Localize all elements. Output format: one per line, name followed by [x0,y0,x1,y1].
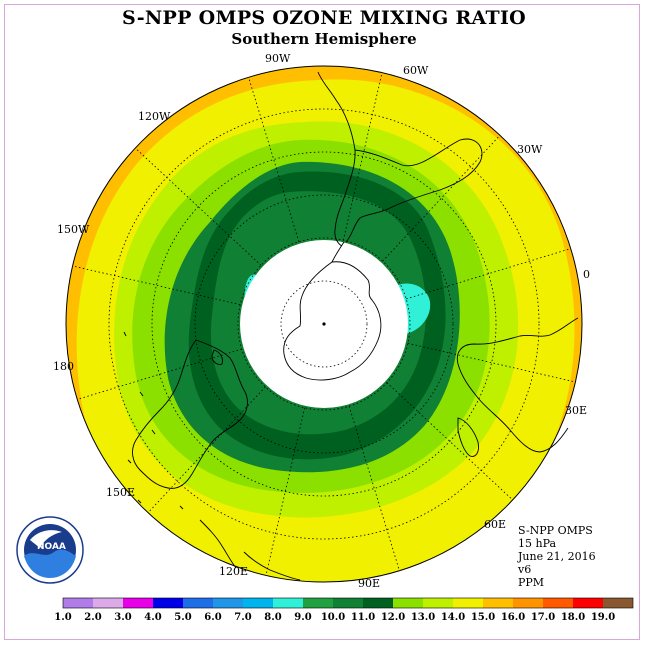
lon-label-90w: 90W [265,52,291,65]
lon-label-150e: 150E [106,486,136,499]
colorbar-tick-label: 6.0 [204,612,221,623]
colorbar-swatch [333,598,363,608]
colorbar-tick-label: 8.0 [264,612,281,623]
colorbar-swatch [543,598,573,608]
colorbar-swatch [63,598,93,608]
meridian-90w [248,77,300,242]
meridian-150e [147,386,266,513]
meridian-30w [382,135,501,262]
colorbar-tick-label: 14.0 [441,612,465,623]
colorbar-swatch [423,598,453,608]
tasmania-coast [211,349,223,365]
lon-label-60e: 60E [484,518,507,531]
noaa-logo [16,516,84,584]
meridian-180 [77,348,242,400]
lon-label-120e: 120E [219,565,249,578]
colorbar-tick-label: 16.0 [501,612,525,623]
map-title: S-NPP OMPS OZONE MIXING RATIO [121,7,527,29]
map-subtitle: Southern Hemisphere [231,30,417,48]
meridian-0 [406,248,571,300]
lon-label-30e: 30E [565,404,588,417]
colorbar-tick-label: 2.0 [84,612,101,623]
colorbar-outline [62,597,634,609]
latitude-circle-4 [151,151,497,497]
colorbar-tick-label: 5.0 [174,612,191,623]
meridian-30e [407,342,576,383]
lon-label-60w: 60W [403,64,429,77]
noaa-logo-text: NOAA [37,542,66,552]
colorbar-swatch [213,598,243,608]
colorbar-swatch [93,598,123,608]
lon-label-90e: 90E [358,577,381,590]
colorbar-swatch [573,598,603,608]
madagascar-coast [457,417,479,457]
meridian-90e [348,406,400,571]
colorbar-tick-label: 9.0 [294,612,311,623]
colorbar-tick-label: 15.0 [471,612,495,623]
info-product: S-NPP OMPS [518,524,593,537]
graticule [72,72,576,576]
figure-frame [4,4,640,640]
lon-label-0: 0 [583,268,590,281]
colorbar-swatch [483,598,513,608]
antarctica-coast [283,261,382,381]
antarctic-peninsula [331,241,345,263]
colorbar-swatch [183,598,213,608]
pole-dot [322,322,326,326]
meridian-120e [265,407,306,576]
colorbar-tick-label: 19.0 [591,612,615,623]
colorbar-swatch [123,598,153,608]
meridian-60e [386,382,513,501]
new-zealand-coast [199,519,301,581]
colorbar-tick-label: 17.0 [531,612,555,623]
meridian-150w [72,265,241,306]
colorbar-swatch [273,598,303,608]
colorbar-tick-label: 10.0 [321,612,345,623]
south-america-coast [317,71,483,247]
colorbar-tick-label: 1.0 [54,612,71,623]
colorbar-swatch [363,598,393,608]
coastlines [123,71,579,581]
colorbar-tick-label: 4.0 [144,612,161,623]
colorbar-swatch [453,598,483,608]
colorbar-tick-label: 13.0 [411,612,435,623]
colorbar-swatch [603,598,633,608]
lon-label-150w: 150W [57,223,90,236]
colorbar-swatch [243,598,273,608]
colorbar-swatch [513,598,543,608]
latitude-circle-2 [237,237,411,411]
meridian-120w [135,147,262,266]
colorbar-tick-label: 12.0 [381,612,405,623]
info-date: June 21, 2016 [518,550,596,563]
lon-label-120w: 120W [138,110,171,123]
latitude-circle-3 [194,194,454,454]
meridians [72,72,576,576]
meridian-60w [342,72,383,241]
colorbar-swatch [153,598,183,608]
colorbar: 1.0 2.0 3.0 4.0 5.0 6.0 7.0 8.0 9.0 10.0 11.0 12.0 1… [54,597,634,623]
info-version: v6 [518,563,532,576]
pacific-islands [123,331,184,510]
info-level: 15 hPa [518,537,557,550]
info-units: PPM [518,576,545,589]
colorbar-tick-label: 7.0 [234,612,251,623]
product-info: S-NPP OMPS 15 hPa June 21, 2016 v6 PPM [518,524,596,589]
africa-coast [456,317,579,453]
colorbar-swatch [393,598,423,608]
lon-label-180: 180 [53,360,74,373]
colorbar-tick-label: 18.0 [561,612,585,623]
map-boundary [65,65,583,583]
latitude-circle-1 [280,280,368,368]
lon-label-30w: 30W [517,143,543,156]
colorbar-tick-label: 11.0 [351,612,375,623]
colorbar-swatch [303,598,333,608]
colorbar-tick-label: 3.0 [114,612,131,623]
latitude-circle-5 [108,108,540,540]
